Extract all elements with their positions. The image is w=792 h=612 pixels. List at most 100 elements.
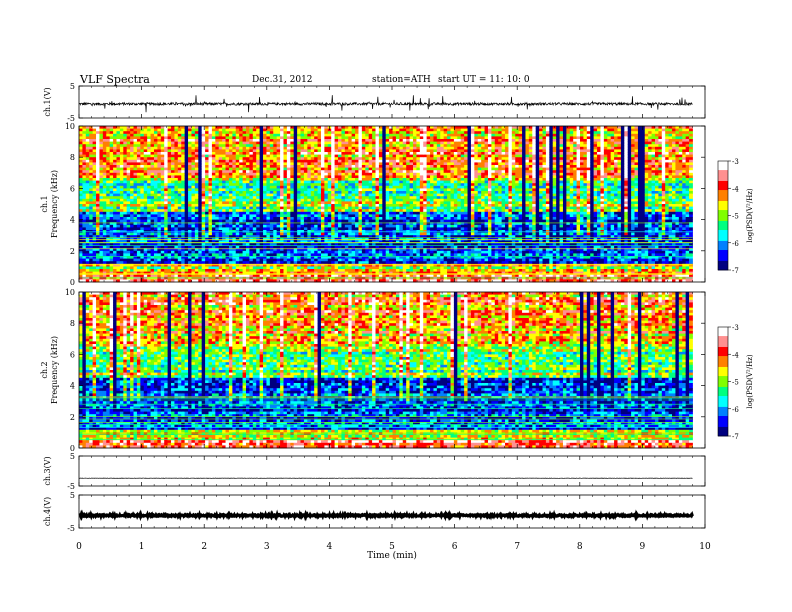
ch1-spectrogram-cell (130, 159, 134, 163)
ch1-spectrogram-cell (113, 193, 117, 197)
ch1-spectrogram-cell (113, 274, 117, 278)
ch1-spectrogram-cell (290, 152, 295, 155)
ch1-spectrogram-cell (314, 269, 318, 272)
ch1-spectrogram-cell (283, 232, 288, 236)
ch1-spectrogram-cell (205, 141, 209, 145)
ch1-spectrogram-cell (246, 245, 250, 249)
ch1-spectrogram-cell (218, 266, 223, 270)
ch1-spectrogram-cell (293, 126, 298, 129)
ch1-spectrogram-cell (92, 250, 97, 254)
ch1-spectrogram-cell (188, 180, 192, 184)
ch1-spectrogram-cell (300, 185, 305, 189)
ch1-spectrogram-cell (201, 175, 206, 179)
ch1-spectrogram-cell (232, 211, 237, 215)
ch1-spectrogram-cell (167, 219, 172, 223)
ch1-spectrogram-cell (82, 248, 87, 252)
ch1-spectrogram-cell (239, 214, 243, 218)
ch1-spectrogram-cell (259, 271, 264, 275)
ch1-waveform-ytick-label: -5 (67, 114, 75, 123)
ch1-spectrogram-cell (188, 159, 192, 163)
ch1-spectrogram-cell (286, 128, 291, 132)
ch1-spectrogram-cell (194, 157, 199, 161)
ch1-spectrogram-cell (351, 276, 356, 280)
ch1-spectrogram-cell (283, 209, 288, 213)
ch1-spectrogram-cell (181, 128, 186, 132)
ch1-spectrogram-cell (188, 253, 192, 257)
ch1-spectrogram-cell (184, 167, 189, 171)
ch1-spectrogram-cell (341, 167, 346, 171)
ch1-spectrogram-cell (338, 250, 342, 254)
ch1-spectrogram-cell (143, 159, 148, 163)
ch1-spectrogram-cell (201, 172, 206, 176)
ch1-spectrogram-cell (348, 243, 353, 246)
ch1-spectrogram-cell (126, 149, 131, 153)
ch1-spectrogram-cell (235, 141, 240, 145)
ch1-spectrogram-cell (344, 271, 349, 275)
ch1-spectrogram-cell (314, 170, 318, 174)
ch1-spectrogram-cell (263, 162, 267, 166)
ch1-spectrogram-cell (303, 263, 308, 267)
ch1-spectrogram-cell (184, 266, 189, 270)
ch1-spectrogram-cell (116, 167, 121, 171)
ch1-spectrogram-cell (276, 152, 281, 155)
ch1-spectrogram-cell (286, 266, 291, 270)
ch1-spectrogram-cell (205, 165, 209, 168)
ch1-spectrogram-cell (320, 279, 325, 283)
ch1-spectrogram-cell (327, 217, 332, 220)
ch1-spectrogram-cell (143, 144, 148, 148)
ch1-spectrogram-cell (293, 162, 298, 166)
ch1-spectrogram-cell (242, 258, 247, 262)
ch1-spectrogram-cell (256, 240, 261, 244)
ch1-spectrogram-cell (269, 149, 274, 153)
ch1-spectrogram-cell (130, 165, 134, 168)
ch1-spectrogram-cell (126, 201, 131, 205)
ch1-spectrogram-cell (300, 269, 305, 272)
ch1-spectrogram-cell (184, 172, 189, 176)
ch1-spectrogram-cell (106, 243, 111, 246)
ch1-spectrogram-cell (280, 180, 284, 184)
ch1-spectrogram-cell (113, 206, 117, 210)
ch1-spectrogram-cell (79, 253, 83, 257)
ch1-spectrogram-cell (235, 274, 240, 278)
ch1-spectrogram-cell (249, 214, 254, 218)
ch1-spectrogram-cell (246, 263, 250, 267)
ch1-spectrogram-cell (246, 193, 250, 197)
ch1-spectrogram-cell (126, 271, 131, 275)
ch1-spectrogram-cell (106, 214, 111, 218)
ch1-spectrogram-cell (218, 128, 223, 132)
ch1-spectrogram-cell (324, 175, 329, 179)
ch1-spectrogram-cell (198, 180, 203, 184)
ch1-spectrogram-cell (327, 157, 332, 161)
ch1-spectrogram-cell (290, 172, 295, 176)
ch1-spectrogram-cell (116, 149, 121, 153)
ch1-spectrogram-cell (177, 136, 182, 140)
ch1-spectrogram-cell (126, 180, 131, 184)
ch1-spectrogram-cell (263, 206, 267, 210)
ch1-spectrogram-cell (208, 180, 213, 184)
ch1-spectrogram-cell (198, 139, 203, 142)
ch1-spectrogram-cell (123, 139, 128, 142)
ch1-spectrogram-cell (283, 214, 288, 218)
ch1-spectrogram-cell (130, 128, 134, 132)
ch1-spectrogram-cell (198, 250, 203, 254)
ch1-spectrogram-cell (290, 146, 295, 150)
ch1-spectrogram-cell (290, 165, 295, 168)
ch1-spectrogram-cell (106, 178, 111, 181)
ch1-spectrogram-cell (263, 248, 267, 252)
ch1-spectrogram-cell (307, 219, 312, 223)
ch1-spectrogram-cell (96, 126, 100, 129)
ch1-spectrogram-cell (136, 256, 141, 259)
ch1-spectrogram-cell (133, 256, 138, 259)
ch1-spectrogram-cell (228, 128, 233, 132)
ch1-spectrogram-cell (232, 227, 237, 231)
ch1-spectrogram-cell (181, 183, 186, 187)
ch1-spectrogram-cell (338, 159, 342, 163)
ch1-spectrogram-cell (307, 183, 312, 187)
ch1-spectrogram-cell (338, 206, 342, 210)
ch1-spectrogram-cell (181, 211, 186, 215)
ch1-spectrogram-cell (106, 219, 111, 223)
ch1-spectrogram-cell (351, 165, 356, 168)
ch1-spectrogram-cell (143, 250, 148, 254)
ch1-spectrogram-cell (222, 232, 226, 236)
ch1-spectrogram-cell (246, 240, 250, 244)
